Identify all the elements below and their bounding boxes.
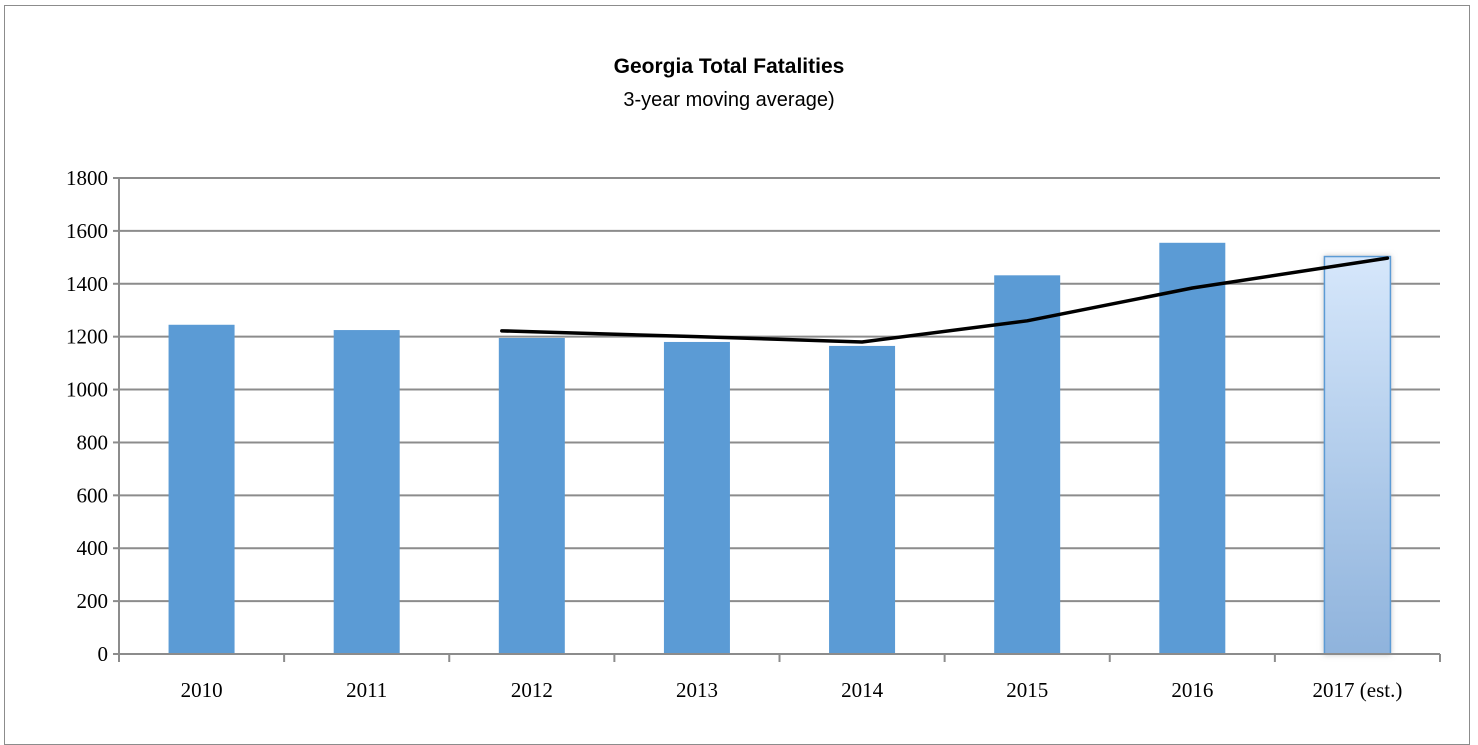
bar-2015 bbox=[994, 275, 1061, 654]
moving-average-line-group bbox=[500, 256, 1390, 344]
y-tick-label-200: 200 bbox=[77, 589, 109, 613]
y-tick-label-800: 800 bbox=[77, 430, 109, 454]
y-tick-label-1800: 1800 bbox=[66, 166, 108, 190]
y-tick-label-600: 600 bbox=[77, 483, 109, 507]
y-tick-label-0: 0 bbox=[98, 642, 109, 666]
y-tick-label-1200: 1200 bbox=[66, 325, 108, 349]
x-tick-label-7: 2017 (est.) bbox=[1313, 678, 1403, 702]
chart-subtitle: 3-year moving average) bbox=[623, 89, 834, 111]
bar-2016 bbox=[1159, 242, 1226, 655]
y-tick-label-1000: 1000 bbox=[66, 378, 108, 402]
chart-title: Georgia Total Fatalities bbox=[614, 55, 845, 78]
x-tick-label-2: 2012 bbox=[511, 678, 553, 702]
bar-estimate bbox=[1323, 255, 1392, 655]
moving-average-line bbox=[500, 256, 1390, 344]
gridlines bbox=[113, 177, 1440, 655]
y-tick-label-400: 400 bbox=[77, 536, 109, 560]
bar-2010 bbox=[168, 324, 235, 654]
bar-2013 bbox=[663, 341, 730, 654]
x-tick-label-6: 2016 bbox=[1171, 678, 1213, 702]
y-tick-label-1600: 1600 bbox=[66, 219, 108, 243]
x-tick-labels: 2010 2011 2012 2013 2014 2015 2016 2017 (est.) bbox=[181, 678, 1403, 702]
bar-2014 bbox=[829, 345, 896, 654]
bars bbox=[168, 242, 1392, 655]
x-tick-label-1: 2011 bbox=[346, 678, 387, 702]
x-tick-label-4: 2014 bbox=[841, 678, 884, 702]
y-tick-label-1400: 1400 bbox=[66, 272, 108, 296]
x-tick-label-0: 2010 bbox=[181, 678, 223, 702]
axes bbox=[118, 178, 1441, 662]
bar-chart: Georgia Total Fatalities 3-year moving a… bbox=[66, 55, 1441, 702]
bar-2012 bbox=[498, 337, 565, 654]
x-tick-label-5: 2015 bbox=[1006, 678, 1048, 702]
bar-2011 bbox=[333, 330, 400, 654]
y-tick-labels: 0 200 400 600 800 1000 1200 1400 1600 1800 bbox=[66, 166, 108, 666]
x-tick-label-3: 2013 bbox=[676, 678, 718, 702]
